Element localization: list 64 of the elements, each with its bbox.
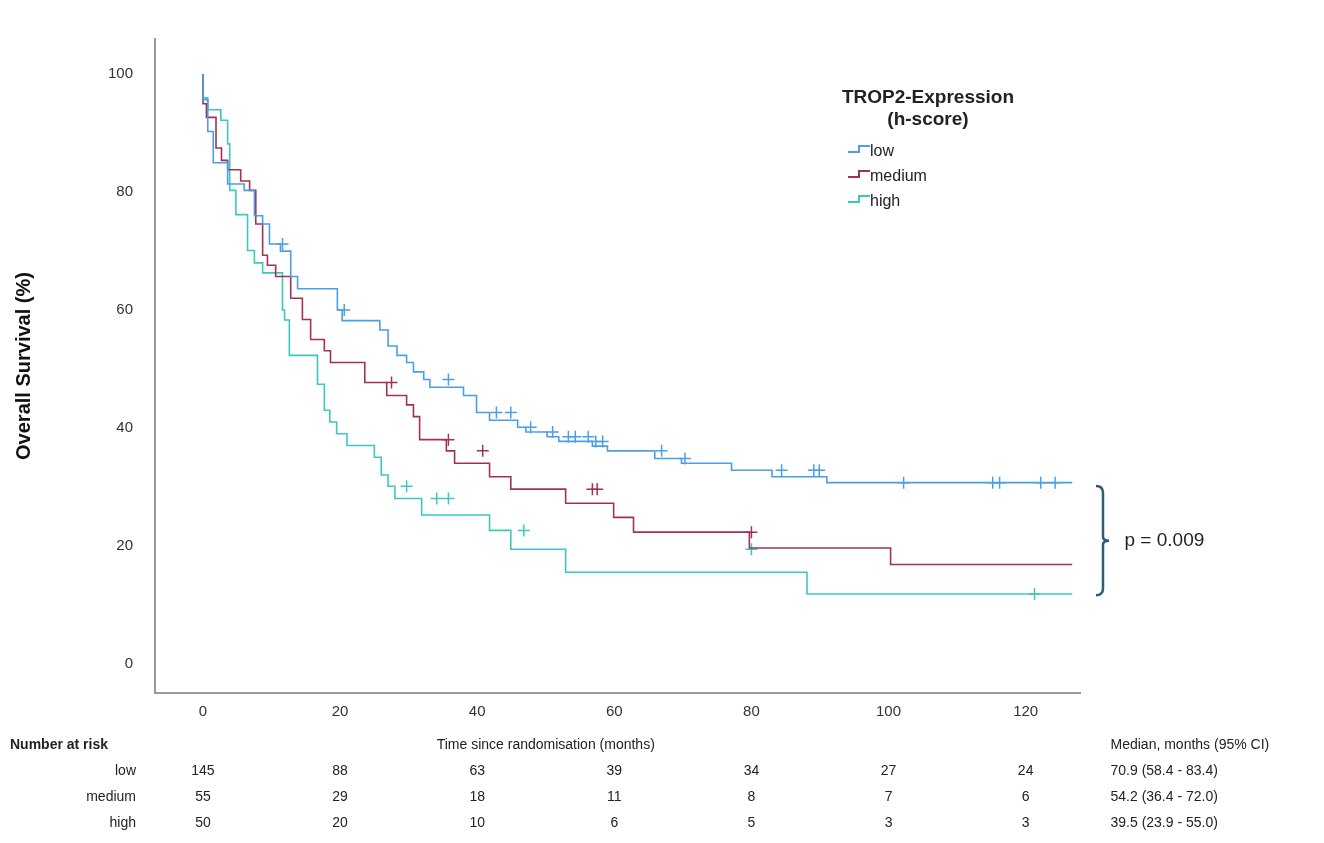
text: 145 bbox=[190, 762, 216, 778]
point bbox=[504, 405, 518, 420]
text: 88 bbox=[331, 762, 349, 778]
y-tick-label: 80 bbox=[116, 182, 133, 200]
x-tick-label: 0 bbox=[198, 702, 208, 720]
legend-label: low bbox=[870, 141, 895, 160]
text: 39 bbox=[605, 762, 624, 778]
point bbox=[441, 491, 456, 506]
point bbox=[568, 429, 582, 444]
x-tick-label: 40 bbox=[468, 702, 486, 720]
text: 55 bbox=[194, 788, 212, 804]
x-axis-title: Time since randomisation (months) bbox=[435, 736, 656, 752]
text: 3 bbox=[883, 814, 894, 830]
text: 27 bbox=[879, 762, 898, 778]
point bbox=[399, 479, 414, 493]
text: high bbox=[109, 814, 136, 830]
text: p = 0.009 bbox=[1124, 529, 1205, 552]
point bbox=[441, 372, 456, 387]
point bbox=[475, 444, 490, 458]
text: 24 bbox=[1016, 762, 1035, 778]
x-tick-label: 100 bbox=[876, 702, 902, 720]
text: 50 bbox=[194, 814, 212, 830]
y-tick-label: 60 bbox=[116, 300, 133, 318]
point bbox=[517, 523, 531, 538]
point bbox=[812, 463, 827, 478]
point bbox=[654, 444, 669, 458]
legend-label: high bbox=[870, 191, 901, 210]
text: 6 bbox=[609, 814, 620, 830]
point bbox=[774, 463, 789, 478]
text: 10 bbox=[468, 814, 486, 830]
point bbox=[430, 491, 444, 506]
legend-title: TROP2-Expression (h-score) bbox=[840, 86, 1016, 130]
y-tick-label: 0 bbox=[124, 653, 133, 671]
text: 70.9 (58.4 - 83.4) bbox=[1110, 762, 1218, 778]
y-tick-label: 40 bbox=[116, 418, 133, 436]
point bbox=[590, 482, 604, 496]
text: 3 bbox=[1020, 814, 1031, 830]
point bbox=[744, 542, 759, 556]
text: Median, months (95% CI) bbox=[1110, 736, 1270, 752]
text: 20 bbox=[331, 814, 349, 830]
point bbox=[545, 425, 560, 439]
x-tick-label: 120 bbox=[1013, 702, 1039, 720]
x-tick-label: 80 bbox=[743, 702, 760, 720]
text: 18 bbox=[468, 788, 486, 804]
text: 29 bbox=[331, 788, 349, 804]
text: 7 bbox=[883, 788, 894, 804]
y-tick-label: 100 bbox=[107, 64, 133, 82]
x-tick-label: 60 bbox=[605, 702, 623, 720]
text: 8 bbox=[746, 788, 757, 804]
text: medium bbox=[86, 788, 136, 804]
text: 34 bbox=[742, 762, 761, 778]
text: low bbox=[114, 762, 136, 778]
text: 5 bbox=[746, 814, 757, 830]
text: 54.2 (36.4 - 72.0) bbox=[1110, 788, 1218, 804]
text: 6 bbox=[1020, 788, 1031, 804]
text: Number at risk bbox=[10, 736, 109, 752]
text: 11 bbox=[606, 788, 623, 804]
legend-label: medium bbox=[870, 166, 927, 185]
text: 63 bbox=[468, 762, 486, 778]
text: 39.5 (23.9 - 55.0) bbox=[1110, 814, 1218, 830]
y-tick-label: 20 bbox=[116, 535, 133, 553]
point bbox=[489, 405, 504, 420]
x-tick-label: 20 bbox=[331, 702, 349, 720]
y-axis-title: Overall Survival (%) bbox=[11, 272, 34, 460]
